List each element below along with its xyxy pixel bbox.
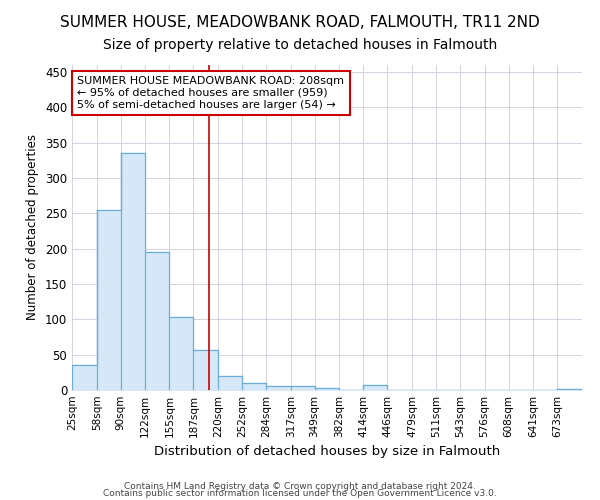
- Y-axis label: Number of detached properties: Number of detached properties: [26, 134, 40, 320]
- Text: Contains public sector information licensed under the Open Government Licence v3: Contains public sector information licen…: [103, 490, 497, 498]
- Text: Size of property relative to detached houses in Falmouth: Size of property relative to detached ho…: [103, 38, 497, 52]
- Text: Contains HM Land Registry data © Crown copyright and database right 2024.: Contains HM Land Registry data © Crown c…: [124, 482, 476, 491]
- Text: SUMMER HOUSE MEADOWBANK ROAD: 208sqm
← 95% of detached houses are smaller (959)
: SUMMER HOUSE MEADOWBANK ROAD: 208sqm ← 9…: [77, 76, 344, 110]
- Text: SUMMER HOUSE, MEADOWBANK ROAD, FALMOUTH, TR11 2ND: SUMMER HOUSE, MEADOWBANK ROAD, FALMOUTH,…: [60, 15, 540, 30]
- X-axis label: Distribution of detached houses by size in Falmouth: Distribution of detached houses by size …: [154, 446, 500, 458]
